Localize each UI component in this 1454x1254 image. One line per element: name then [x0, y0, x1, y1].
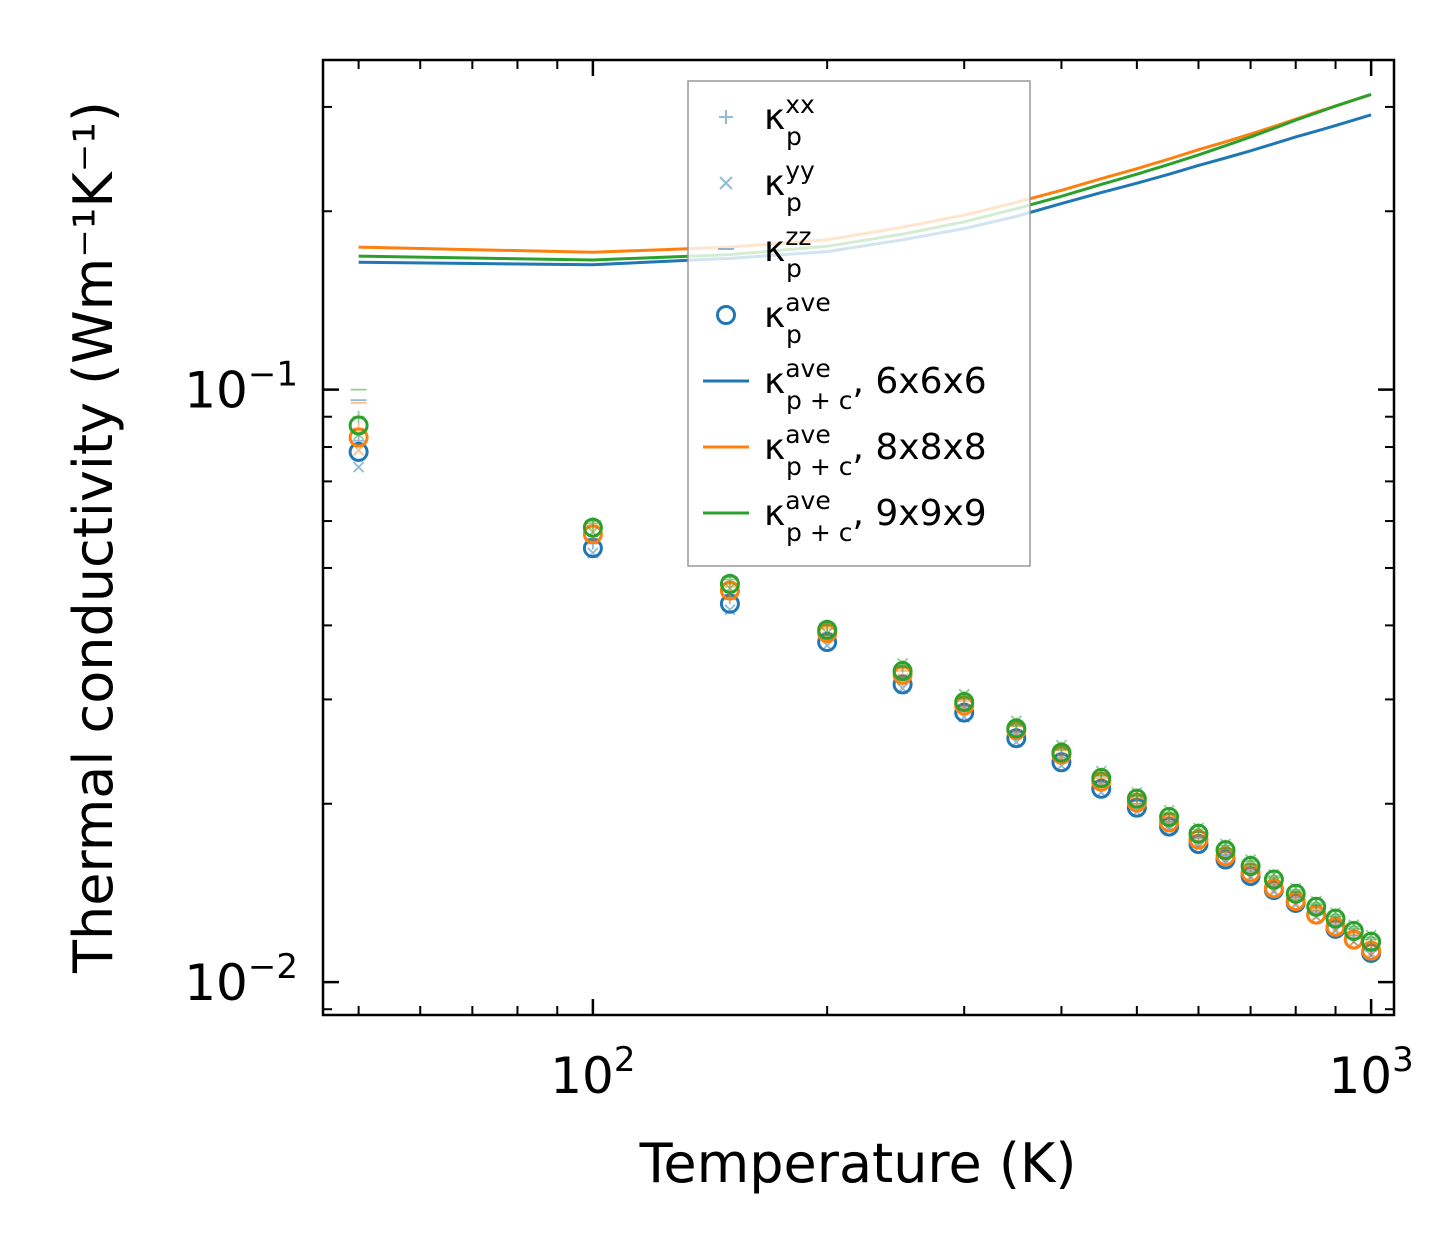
legend-label: κave p: [764, 288, 831, 349]
point-ave: [892, 661, 913, 682]
point-ave: [582, 517, 603, 538]
legend-label: κyy p: [764, 156, 815, 217]
legend-label: κzz p: [764, 222, 811, 283]
tick-labels: 102 103 10−2 10−1: [184, 355, 1414, 1105]
point-ave: [348, 427, 369, 448]
point-ave: [1188, 823, 1209, 844]
point-ave: [1159, 806, 1180, 827]
legend-box: [687, 80, 1031, 567]
legend-x-marker: [719, 176, 733, 190]
legend-entry: κxx p: [719, 90, 815, 151]
point-ave: [1306, 896, 1327, 917]
point-ave: [1006, 718, 1027, 739]
legend-entry: κave p + c, 9x9x9: [703, 486, 987, 547]
legend-entry: κave p: [716, 288, 831, 349]
point-ave: [1285, 883, 1306, 904]
point-yy: [1244, 853, 1257, 866]
x-axis-label: Temperature (K): [639, 1132, 1077, 1195]
legend-circle-marker: [716, 305, 736, 325]
point-ave: [1343, 920, 1364, 941]
plot-frame: [321, 58, 1396, 1017]
point-ave: [348, 441, 369, 462]
point-ave: [1361, 931, 1382, 952]
point-ave: [719, 573, 740, 594]
point-yy: [1365, 929, 1377, 941]
legend-label: κave p + c, 9x9x9: [764, 486, 987, 547]
x-tick-label: 103: [1328, 1040, 1413, 1105]
y-tick-label: 10−1: [184, 355, 298, 420]
legend-label: κave p + c, 8x8x8: [764, 420, 987, 481]
legend-entry: κyy p: [719, 156, 815, 217]
legend-entry: κzz p: [718, 222, 811, 283]
point-ave: [1215, 840, 1236, 861]
legend-label: κave p + c, 6x6x6: [764, 354, 987, 415]
point-ave: [817, 619, 838, 640]
point-ave: [1240, 856, 1261, 877]
point-ave: [1091, 768, 1112, 789]
point-ave: [954, 691, 975, 712]
point-ave: [348, 415, 369, 436]
point-ave: [1325, 908, 1346, 929]
series-9x9x9: [348, 92, 1382, 952]
ticks-layer: [323, 60, 1394, 1015]
y-axis-label: Thermal conductivity (Wm⁻¹K⁻¹): [62, 101, 125, 974]
legend-label: κxx p: [764, 90, 815, 151]
legend-entry: κave p + c, 8x8x8: [703, 420, 987, 481]
point-yy: [1095, 765, 1107, 777]
point-yy: [352, 461, 365, 473]
point-ave: [1051, 742, 1072, 763]
y-tick-label: 10−2: [184, 947, 298, 1012]
point-ave: [1263, 869, 1284, 890]
legend-entry: κave p + c, 6x6x6: [703, 354, 987, 415]
legend-plus-marker: [719, 110, 733, 124]
x-tick-label: 102: [550, 1040, 635, 1105]
point-ave: [1126, 788, 1147, 809]
